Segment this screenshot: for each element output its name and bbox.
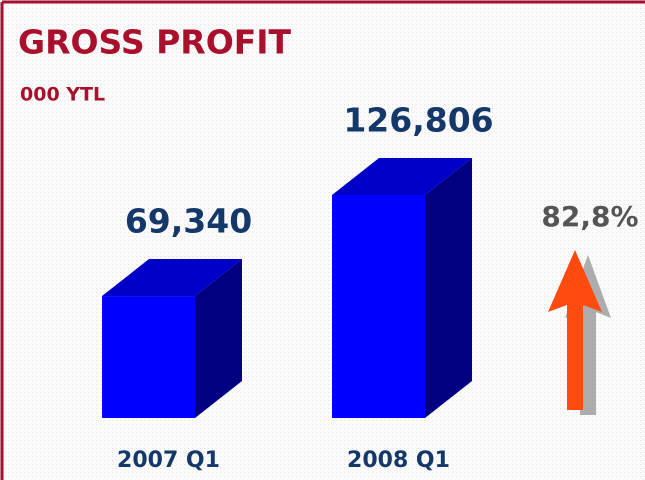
bar-side — [195, 259, 242, 418]
bar-top — [332, 158, 472, 195]
x-tick-label: 2007 Q1 — [117, 448, 220, 473]
annotation: 82,8% — [541, 200, 638, 233]
x-tick-label: 2008 Q1 — [347, 448, 450, 473]
growth-arrow — [548, 250, 611, 415]
bar — [332, 195, 425, 418]
bar-side — [425, 158, 472, 418]
value-label: 69,340 — [125, 202, 252, 241]
chart-title: GROSS PROFIT — [18, 23, 292, 62]
chart-subtitle: 000 YTL — [20, 84, 105, 106]
bar — [102, 296, 195, 418]
value-label: 126,806 — [343, 101, 493, 140]
bar-top — [102, 259, 242, 297]
